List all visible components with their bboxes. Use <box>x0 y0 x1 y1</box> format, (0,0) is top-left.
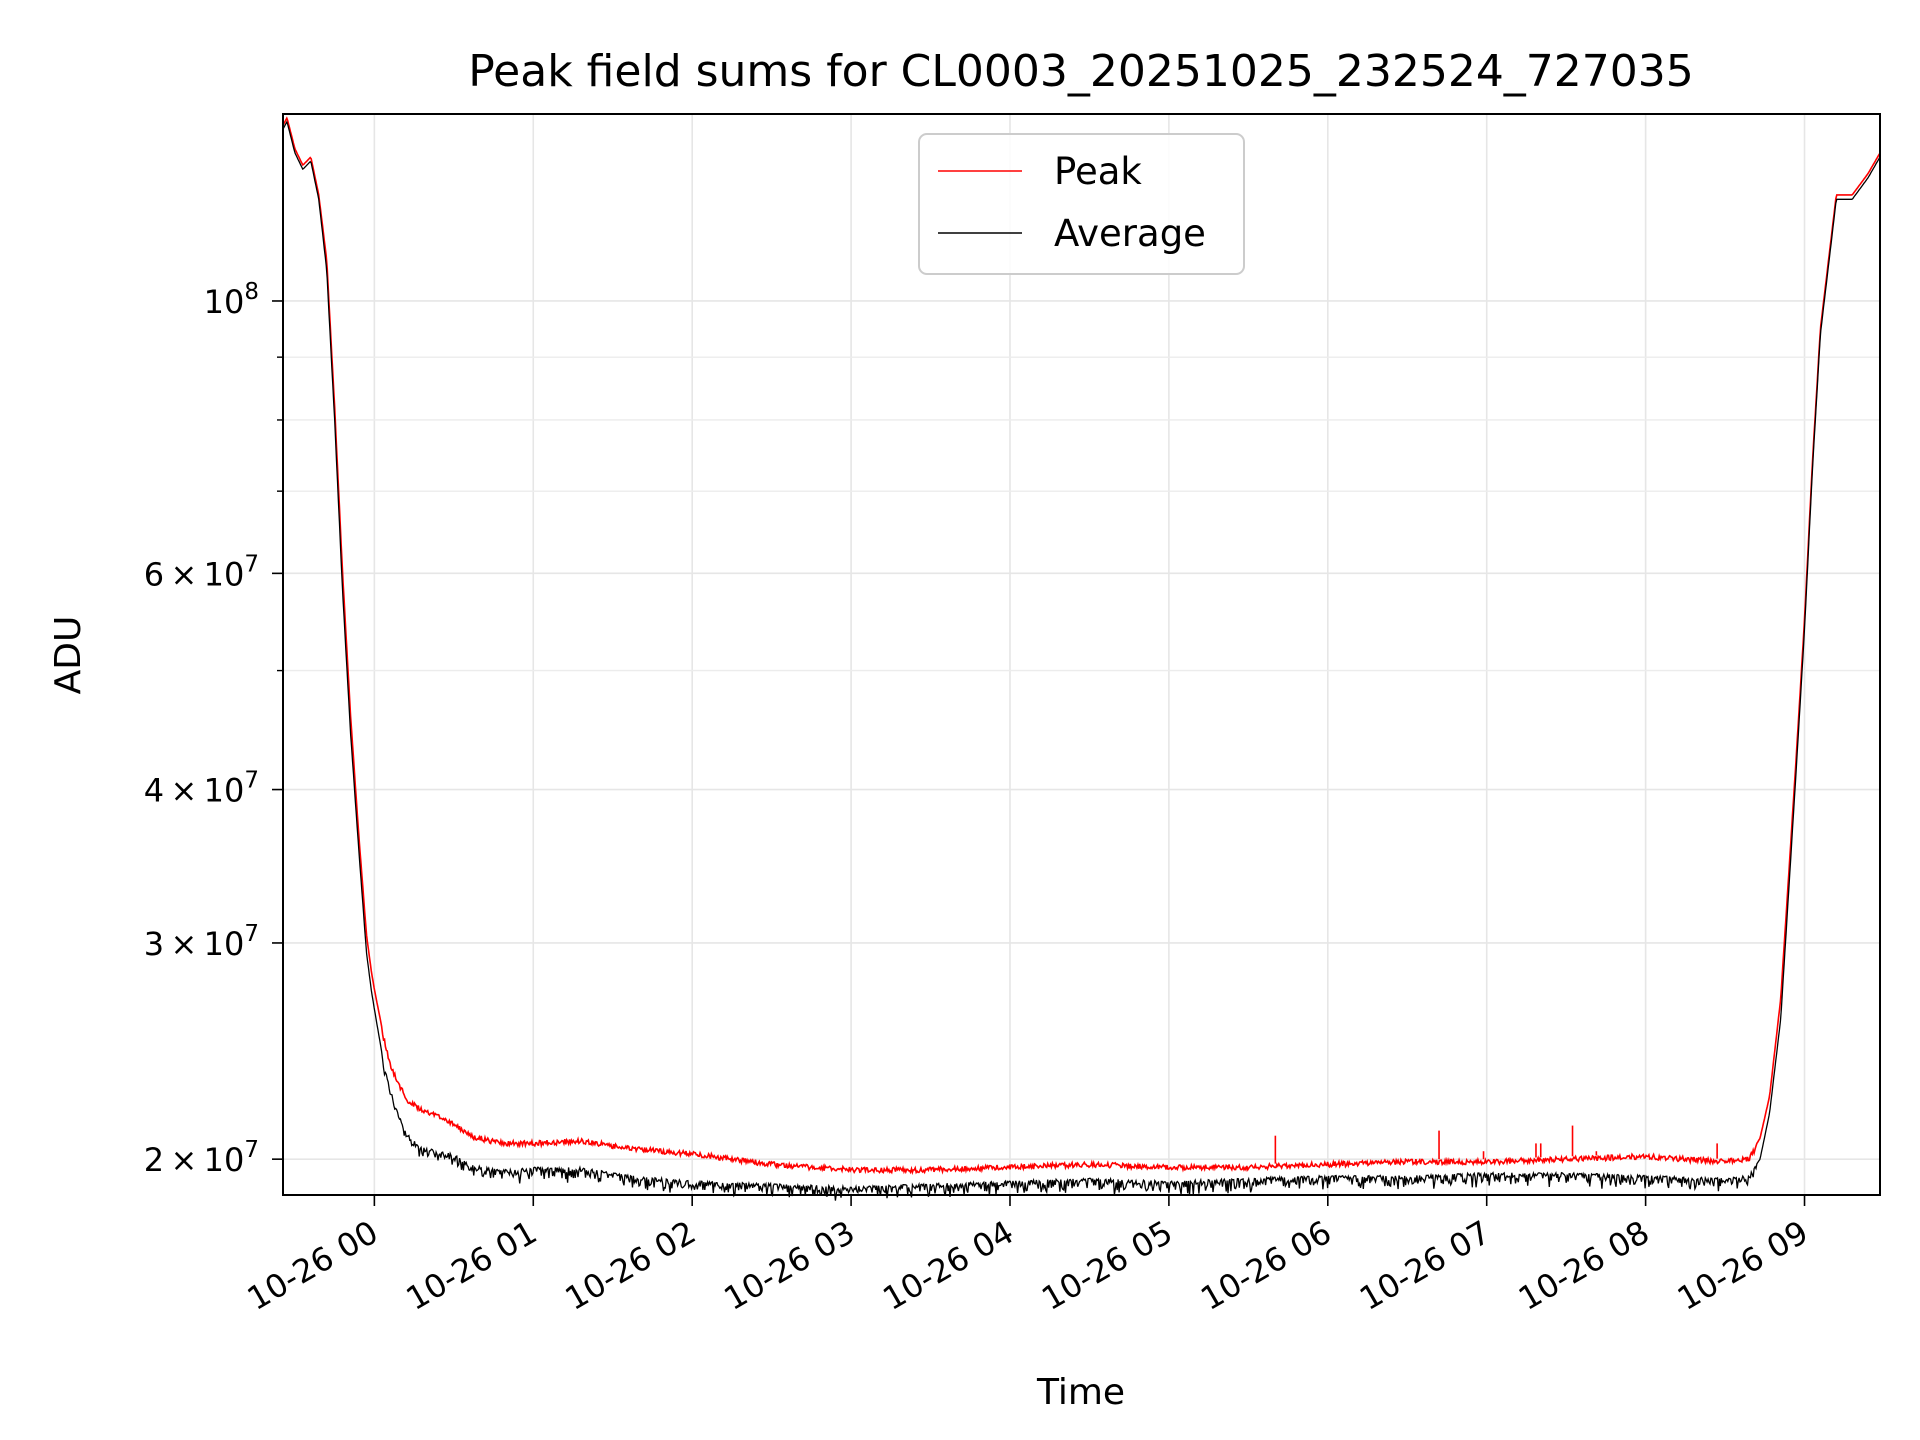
y-axis: 2 × 107 3 × 107 4 × 107 6 × 107 108 <box>144 279 283 1179</box>
plot-area <box>282 113 1881 1201</box>
y-tick-label-1: 3 × 107 <box>144 921 259 963</box>
y-tick-label-0: 2 × 107 <box>144 1137 259 1179</box>
axes-background <box>283 114 1880 1195</box>
legend: Peak Average <box>918 133 1245 275</box>
series-peak-line <box>282 116 1881 1176</box>
legend-label-peak: Peak <box>1054 150 1142 193</box>
axes-frame <box>282 113 1881 1196</box>
y-tick-label-2: 4 × 107 <box>144 768 259 810</box>
x-axis-label: Time <box>1036 1372 1125 1413</box>
legend-label-average: Average <box>1054 212 1206 255</box>
series-layer <box>282 116 1881 1201</box>
y-tick-label-4: 108 <box>204 279 259 321</box>
chart-title: Peak field sums for CL0003_20251025_2325… <box>468 46 1694 97</box>
series-average-line <box>282 120 1881 1201</box>
y-tick-label-3: 6 × 107 <box>144 551 259 593</box>
y-axis-label: ADU <box>48 616 89 695</box>
legend-box <box>918 133 1245 275</box>
